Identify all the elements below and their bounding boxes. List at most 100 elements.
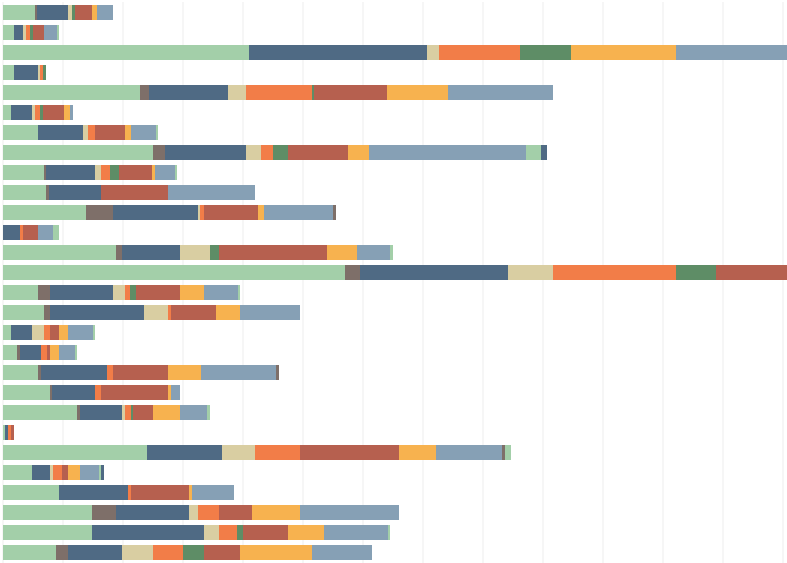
bar-segment (72, 5, 75, 20)
bar-segment (357, 245, 390, 260)
bar-segment (93, 325, 95, 340)
bar-segment (43, 105, 64, 120)
bar-segment (125, 125, 131, 140)
bar-segment (249, 45, 427, 60)
bar-segment (3, 365, 38, 380)
bar-segment (44, 325, 50, 340)
bar-segment (113, 365, 168, 380)
bar-segment (125, 285, 130, 300)
bar-segment (228, 85, 246, 100)
bar-segment (68, 325, 93, 340)
bar-segment (107, 365, 113, 380)
bar-segment (276, 365, 279, 380)
bar-segment (3, 425, 5, 440)
bar-segment (110, 165, 119, 180)
bar-segment (168, 305, 171, 320)
bar-segment (246, 145, 261, 160)
bar-segment (50, 465, 53, 480)
bar-segment (246, 85, 312, 100)
bar-segment (35, 105, 40, 120)
bar-segment (38, 365, 41, 380)
bar-segment (238, 285, 240, 300)
bar-segment (505, 445, 511, 460)
bar-segment (390, 245, 393, 260)
bar-segment (3, 65, 14, 80)
bar-segment (3, 405, 77, 420)
bar-segment (128, 485, 131, 500)
bar-segment (101, 465, 104, 480)
bar-segment (3, 165, 44, 180)
bar-segment (40, 105, 43, 120)
bar-segment (153, 405, 180, 420)
bar-segment (333, 205, 336, 220)
bar-segment (258, 205, 264, 220)
bar-segment (101, 185, 168, 200)
bar-segment (32, 105, 35, 120)
bar-segment (502, 445, 505, 460)
bar-segment (312, 545, 372, 560)
bar-segment (312, 85, 314, 100)
bar-segment (116, 505, 189, 520)
bar-segment (52, 385, 95, 400)
bar-segment (77, 405, 80, 420)
bar-segment (14, 25, 23, 40)
bar-segment (171, 385, 180, 400)
bar-segment (165, 145, 246, 160)
bar-segment (3, 545, 56, 560)
bar-segment (360, 265, 508, 280)
bar-segment (520, 45, 571, 60)
bar-segment (210, 245, 219, 260)
bar-segment (216, 305, 240, 320)
bar-segment (101, 165, 110, 180)
bar-segment (23, 225, 38, 240)
bar-segment (75, 345, 77, 360)
bar-segment (38, 225, 53, 240)
bar-segment (553, 265, 676, 280)
bar-segment (46, 165, 95, 180)
bar-segment (50, 345, 59, 360)
bar-segment (240, 545, 312, 560)
bar-segment (44, 305, 50, 320)
bar-segment (3, 45, 249, 60)
bar-segment (97, 5, 113, 20)
bar-segment (387, 85, 448, 100)
bar-segment (168, 385, 171, 400)
bar-segment (80, 405, 122, 420)
bar-segment (541, 145, 547, 160)
bar-segment (3, 345, 17, 360)
bar-segment (508, 265, 553, 280)
bar-segment (43, 65, 46, 80)
bar-segment (3, 325, 11, 340)
bar-segment (264, 205, 333, 220)
bar-segment (32, 325, 44, 340)
bar-segment (168, 185, 255, 200)
bar-segment (59, 325, 68, 340)
bar-segment (140, 85, 149, 100)
bar-segment (3, 485, 59, 500)
bar-segment (571, 45, 676, 60)
bar-segment (99, 465, 101, 480)
bar-segment (133, 405, 153, 420)
bar-segment (324, 525, 388, 540)
bar-segment (204, 205, 258, 220)
bar-segment (68, 5, 72, 20)
bar-segment (348, 145, 369, 160)
bar-segment (149, 85, 228, 100)
bar-segment (252, 505, 300, 520)
bar-segment (237, 525, 243, 540)
bar-segment (86, 205, 113, 220)
bar-segment (716, 265, 787, 280)
bar-segment (439, 45, 520, 60)
bar-segment (144, 305, 168, 320)
bar-segment (273, 145, 288, 160)
bar-segment (288, 525, 324, 540)
bar-segment (192, 485, 234, 500)
bar-segment (204, 545, 240, 560)
bar-segment (219, 525, 237, 540)
bar-segment (68, 545, 122, 560)
bar-segment (180, 405, 207, 420)
bar-segment (3, 265, 345, 280)
bar-segment (3, 105, 11, 120)
bar-segment (101, 385, 168, 400)
bar-segment (369, 145, 526, 160)
